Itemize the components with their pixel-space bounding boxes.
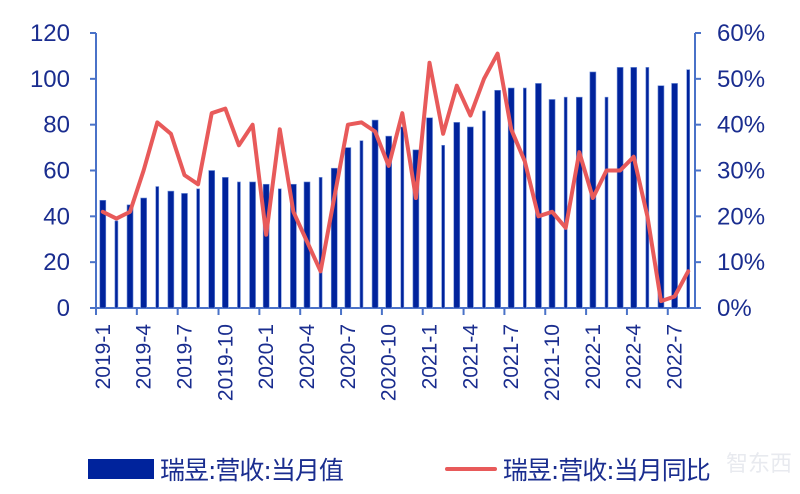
bar [196,188,200,309]
left-tick-label: 100 [30,66,70,93]
right-tick-label: 40% [717,112,765,139]
x-tick-label: 2020-4 [296,324,319,390]
bar [400,126,405,309]
bar [237,181,241,309]
bar [604,96,609,309]
bar [441,144,445,309]
x-tick-label: 2022-4 [623,324,646,390]
bar [645,67,650,309]
bar [385,135,392,309]
x-tick-label: 2020-10 [378,324,401,401]
bar [249,181,256,309]
x-tick-label: 2020-7 [337,324,360,389]
left-tick-label: 60 [43,158,70,185]
x-tick-label: 2022-7 [664,324,687,389]
right-tick-label: 20% [717,203,765,230]
left-tick-label: 80 [43,112,70,139]
bar [208,170,216,309]
bar [222,177,229,309]
bar [630,67,638,309]
bar [453,122,461,309]
right-tick-label: 50% [717,66,765,93]
legend-label-line: 瑞昱:营收:当月同比 [502,456,711,485]
left-tick-label: 40 [43,203,70,230]
bar [181,193,188,309]
bar [575,96,583,309]
x-tick-label: 2022-1 [582,324,605,389]
bar [359,140,364,309]
legend: 瑞昱:营收:当月值 瑞昱:营收:当月同比 [88,451,711,487]
x-tick-label: 2020-1 [255,324,278,389]
bar [657,85,665,309]
x-tick-label: 2021-10 [541,324,564,401]
bar [482,110,486,309]
bar [686,69,690,309]
bar [99,199,107,309]
right-tick-label: 10% [717,249,765,276]
bar [371,119,379,309]
bar [262,183,270,309]
line-series [100,51,691,304]
left-tick-label: 120 [30,20,70,47]
left-tick-label: 0 [57,295,70,322]
bar [563,96,568,309]
right-tick-label: 60% [717,20,765,47]
bar [140,197,147,309]
bar [494,89,501,309]
legend-item-bar: 瑞昱:营收:当月值 [88,451,344,487]
yoy-line [100,51,691,304]
legend-label-bar: 瑞昱:营收:当月值 [160,456,344,485]
bar [155,186,160,309]
bar [412,149,420,309]
bar-series [99,67,690,309]
x-tick-label: 2019-1 [92,324,115,389]
x-tick-label: 2019-4 [133,324,156,390]
bar [671,83,678,309]
x-tick-label: 2021-4 [459,324,482,390]
x-tick-label: 2021-1 [419,324,442,389]
bar [330,167,338,309]
bar [344,147,352,309]
left-tick-label: 20 [43,249,70,276]
bar [277,188,282,309]
bar [535,83,542,309]
bar [318,177,323,309]
bar [467,126,474,309]
right-tick-label: 30% [717,158,765,185]
bar [548,99,556,309]
x-tick-label: 2019-7 [173,324,196,389]
right-tick-label: 0% [717,295,752,322]
axis-labels: 0 20 40 60 80 100 120 0% 10% 20% 30% 40% 50% 60% 2019-… [30,20,765,401]
legend-item-line: 瑞昱:营收:当月同比 [343,451,711,487]
bar [523,87,527,309]
x-tick-label: 2019-10 [214,324,237,401]
bar [167,190,175,309]
watermark: 智东西 [725,452,792,477]
bar [114,220,119,309]
bar [426,117,433,309]
x-tick-label: 2021-7 [500,324,523,389]
bar [507,87,515,309]
bar [290,183,297,309]
bar-swatch-icon [88,459,154,479]
bar [616,67,624,309]
line-swatch-icon [444,467,497,471]
bar [126,204,134,309]
